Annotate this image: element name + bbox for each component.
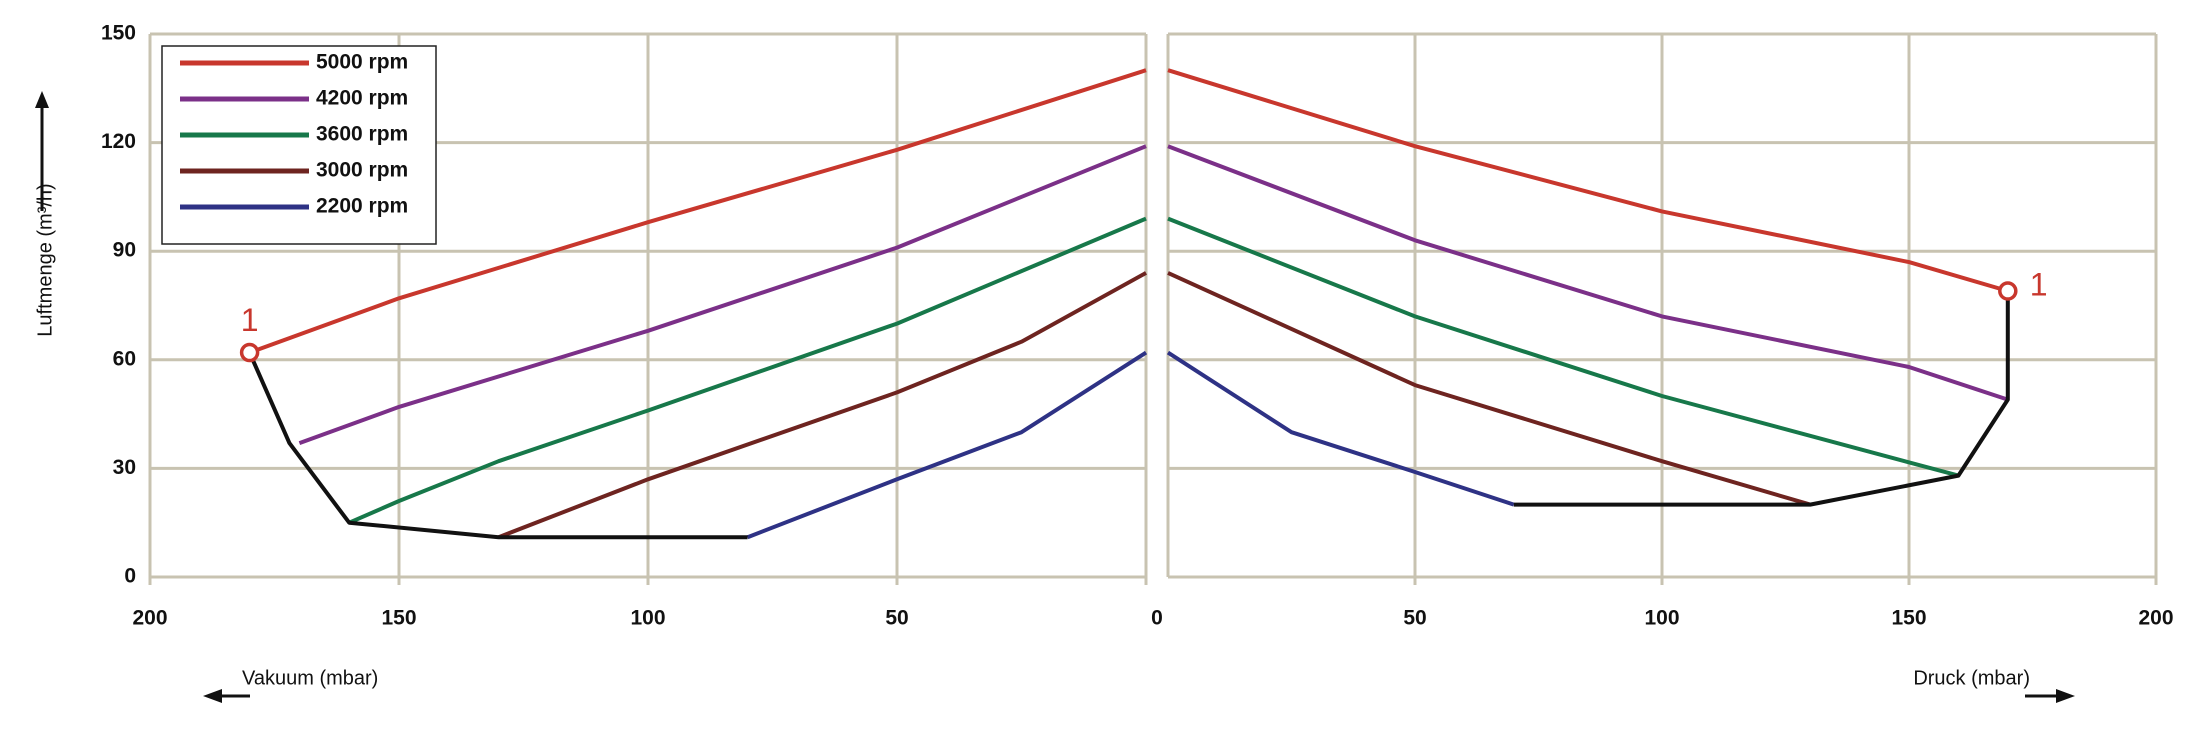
legend-label: 3000 rpm (316, 159, 408, 182)
annotation-marker (239, 342, 260, 363)
line-series (298, 144, 1147, 445)
x-tick-label: 200 (2138, 607, 2173, 630)
line-series (1167, 271, 1811, 507)
line-series (248, 68, 1147, 355)
legend-label: 3600 rpm (316, 123, 408, 146)
y-tick-label: 0 (124, 565, 136, 588)
y-tick-label: 120 (101, 130, 136, 153)
annotation-label: 1 (2030, 266, 2048, 302)
legend-label: 4200 rpm (316, 87, 408, 110)
line-series (348, 216, 1147, 525)
x-arrow-right-head (2056, 689, 2075, 703)
x-tick-label: 150 (1891, 607, 1926, 630)
x-axis-label: Vakuum (mbar) (242, 667, 378, 689)
legend-box (161, 45, 437, 245)
x-tick-label: 100 (630, 607, 665, 630)
x-tick-label: 150 (381, 607, 416, 630)
y-tick-label: 90 (113, 239, 136, 262)
x-tick-label: 100 (1644, 607, 1679, 630)
y-arrow-head (35, 91, 49, 108)
x-tick-label: 50 (885, 607, 908, 630)
line-series (1167, 144, 2009, 402)
line-series (1167, 216, 1959, 478)
line-series (746, 350, 1148, 540)
y-tick-label: 150 (101, 22, 136, 45)
line-series (497, 271, 1147, 540)
legend-label: 5000 rpm (316, 51, 408, 74)
x-arrow-left-head (203, 689, 222, 703)
legend-label: 2200 rpm (316, 195, 408, 218)
y-tick-label: 60 (113, 347, 136, 370)
envelope-line (1513, 291, 2010, 507)
x-tick-label: 200 (132, 607, 167, 630)
annotation-label: 1 (241, 302, 259, 338)
y-axis-label: Luftmenge (m³/h) (34, 183, 56, 336)
y-tick-label: 30 (113, 456, 136, 479)
x-tick-label: 50 (1403, 607, 1426, 630)
line-series (1166, 350, 1515, 507)
annotation-marker (1998, 281, 2018, 301)
line-series (1167, 68, 2009, 293)
x-axis-label: Druck (mbar) (1913, 667, 2030, 689)
x-tick-label: 0 (1151, 607, 1163, 630)
envelope-line (247, 351, 748, 540)
